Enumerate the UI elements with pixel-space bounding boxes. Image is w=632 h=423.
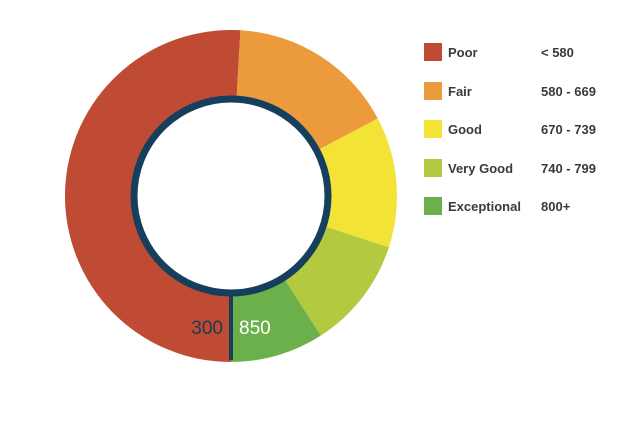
legend-swatch-good: [424, 120, 442, 139]
legend-swatch-poor: [424, 43, 442, 61]
legend-range: < 580: [541, 45, 574, 60]
legend-swatch-fair: [424, 81, 442, 100]
donut-segments: [64, 29, 397, 363]
segment-fair: [236, 30, 378, 151]
legend-label: Poor: [448, 45, 478, 60]
segment-very-good: [283, 226, 389, 336]
max-score-label: 850: [239, 318, 271, 339]
legend-swatch-very-good: [424, 158, 442, 177]
legend-range: 580 - 669: [541, 83, 596, 99]
legend-range: 800+: [541, 199, 571, 215]
legend-range: 740 - 799: [541, 160, 596, 176]
legend-label: Very Good: [448, 160, 514, 176]
legend-swatch-exceptional: [424, 197, 442, 216]
inner-ring: [130, 95, 332, 297]
segment-exceptional: [231, 278, 321, 362]
legend-label: Good: [448, 122, 482, 138]
legend-range: 670 - 739: [541, 122, 596, 138]
legend-label: Fair: [448, 83, 472, 99]
segment-good: [317, 118, 397, 248]
min-score-label: 300: [191, 318, 223, 339]
segment-poor: [64, 29, 241, 363]
legend-label: Exceptional: [448, 199, 521, 215]
